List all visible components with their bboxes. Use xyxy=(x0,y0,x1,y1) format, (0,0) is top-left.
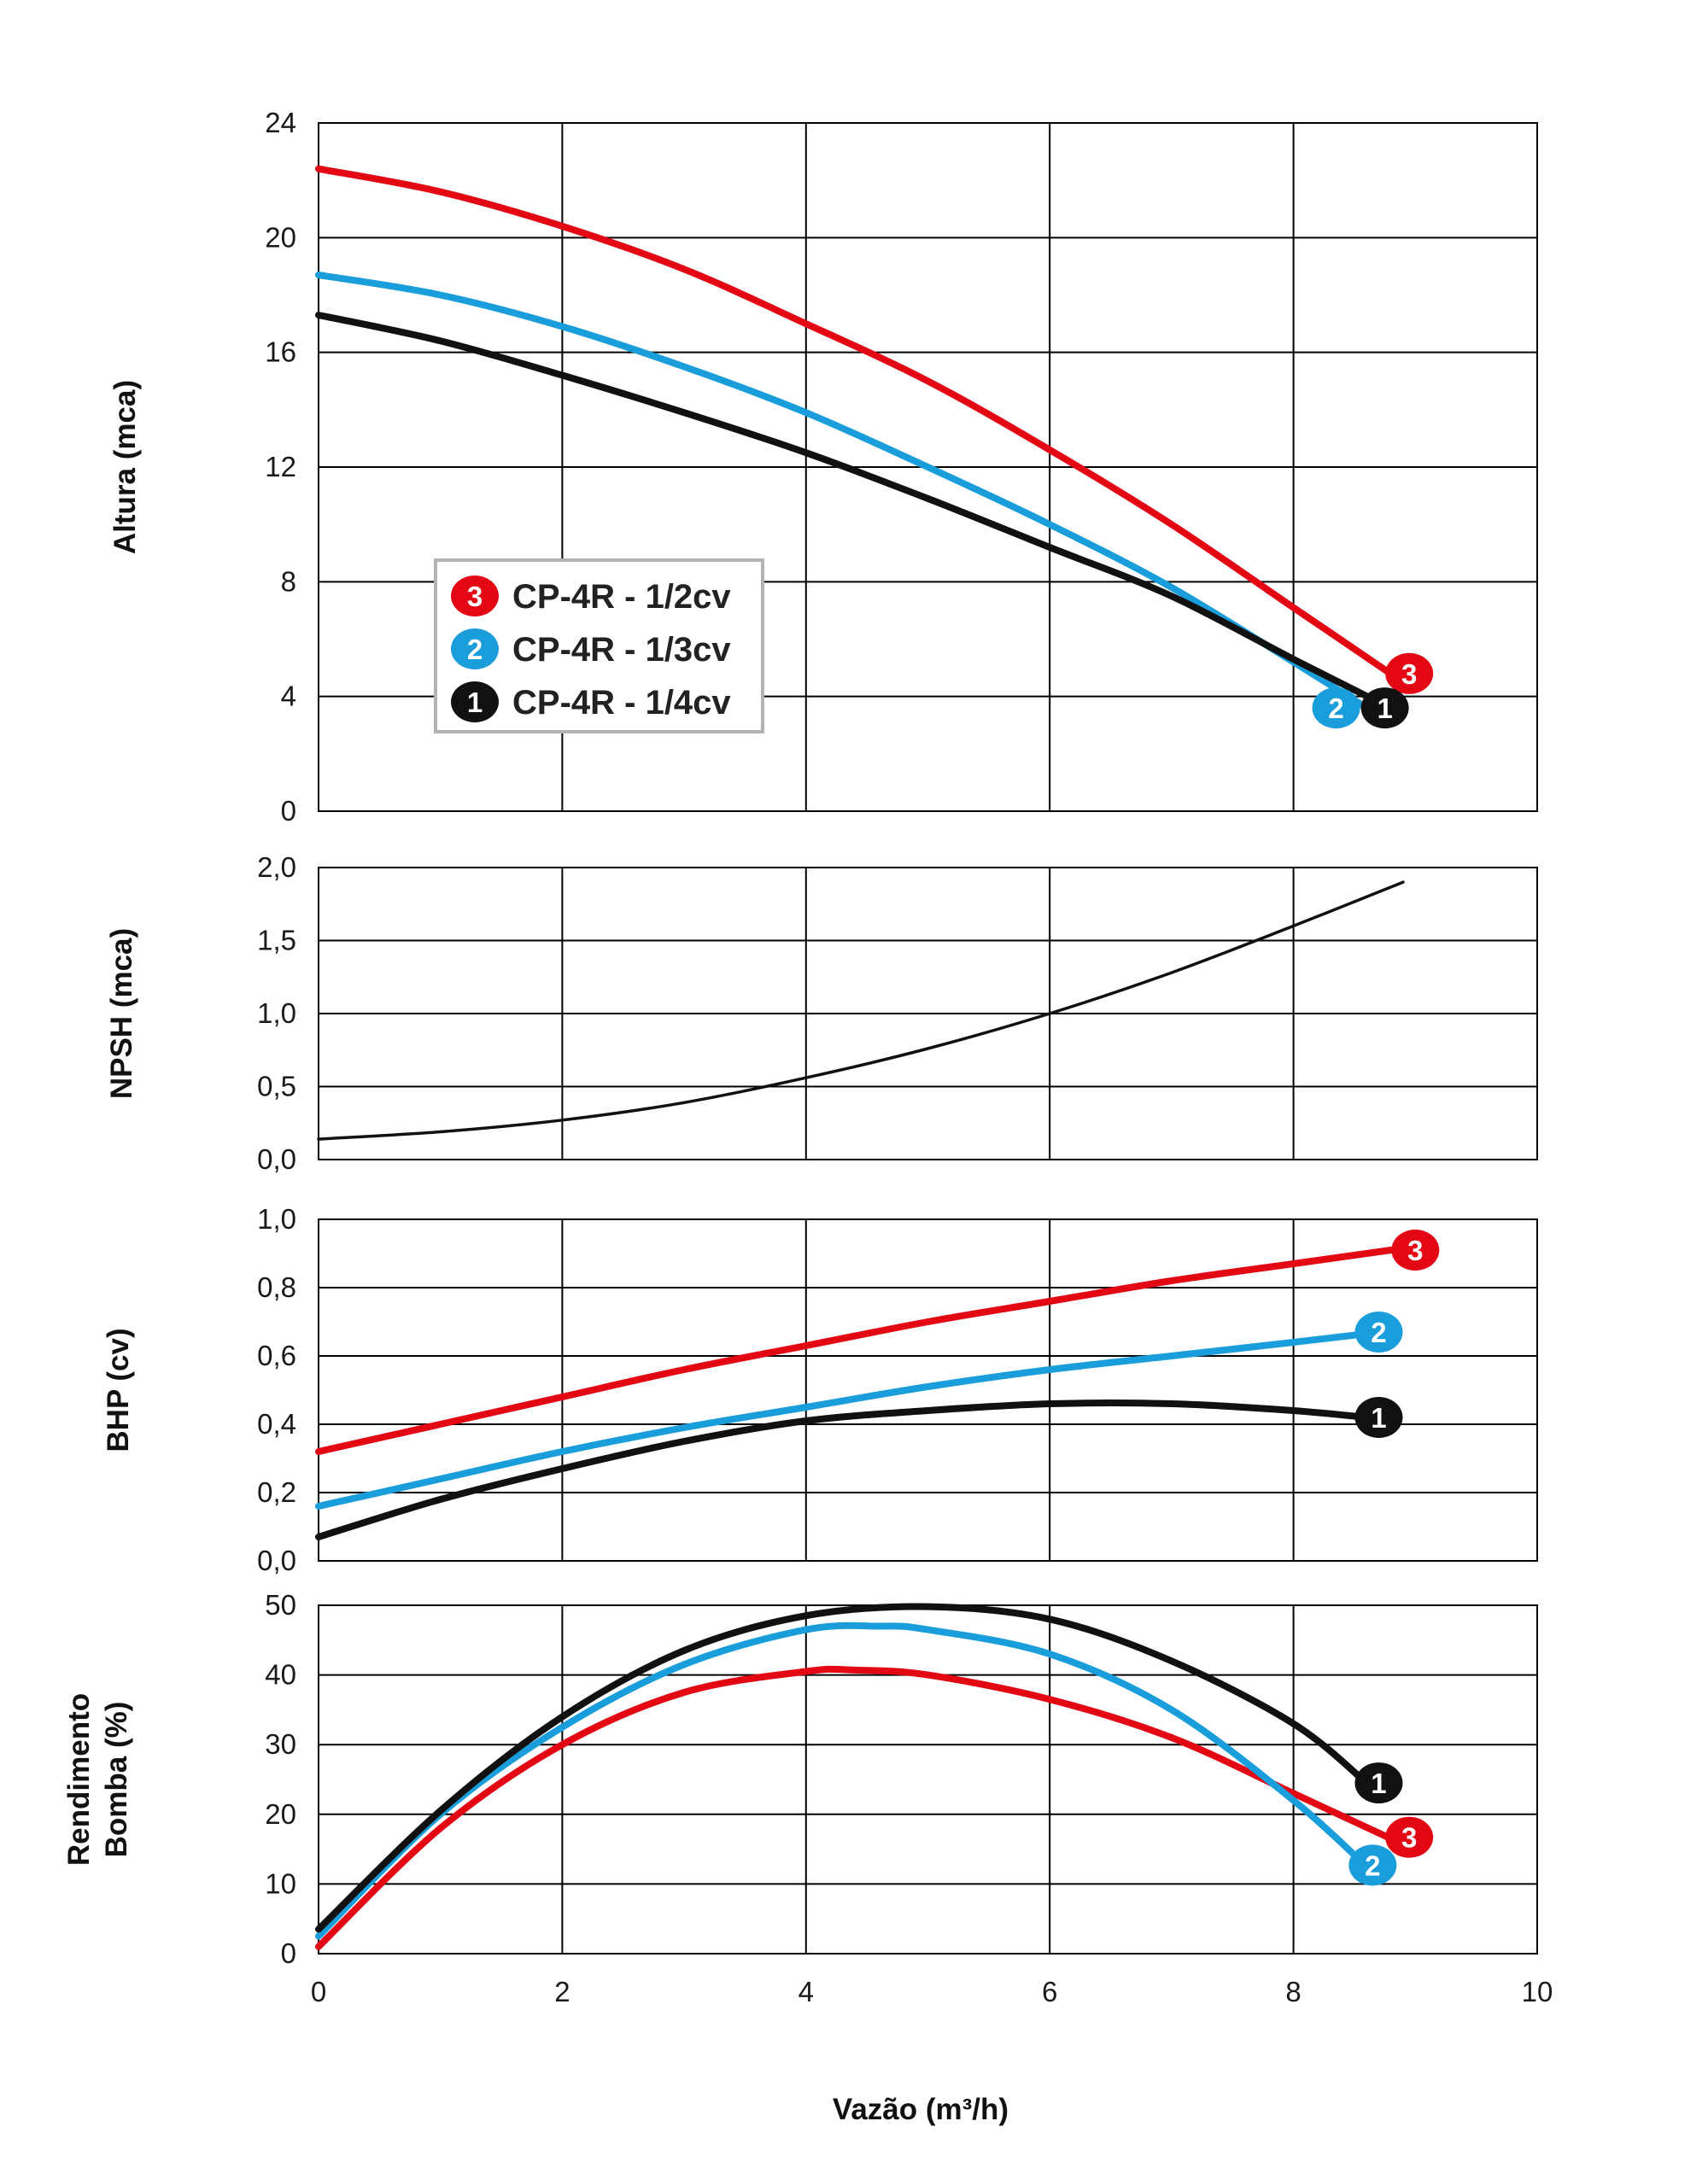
legend-entry-label: CP-4R - 1/3cv xyxy=(512,631,731,669)
y-tick-label: 0 xyxy=(281,795,296,827)
series-line-3 xyxy=(315,1247,1395,1455)
curve-badge-label: 1 xyxy=(1371,1402,1386,1434)
y-tick-label: 1,0 xyxy=(257,997,296,1029)
legend-badge-label: 2 xyxy=(467,634,483,665)
y-tick-label: 1,0 xyxy=(257,1203,296,1235)
y-axis-title-line: Bomba (%) xyxy=(100,1702,133,1858)
y-tick-label: 10 xyxy=(265,1867,296,1899)
y-axis-title-line: Altura (mca) xyxy=(108,380,142,554)
y-tick-label: 12 xyxy=(265,451,296,482)
y-tick-label: 20 xyxy=(265,221,296,253)
y-tick-label: 0,4 xyxy=(257,1408,296,1440)
curve-badge-1 xyxy=(1354,1762,1403,1804)
legend-entry-label: CP-4R - 1/2cv xyxy=(512,578,731,616)
curve-badge-label: 3 xyxy=(1401,658,1417,690)
legend-badge-label: 1 xyxy=(467,687,483,718)
curve-badge-3 xyxy=(1385,652,1434,694)
series-line-2 xyxy=(315,1622,1371,1940)
y-tick-label: 0,8 xyxy=(257,1271,296,1303)
legend-badge-label: 3 xyxy=(467,581,483,612)
plot-frame xyxy=(318,867,1538,1160)
legend: 3 CP-4R - 1/2cv 2 CP-4R - 1/3cv 1 CP-4R - 1/4… xyxy=(434,558,764,733)
plot-frame xyxy=(318,122,1538,812)
y-tick-label: 2,0 xyxy=(257,851,296,883)
curve-badge-2 xyxy=(1348,1844,1397,1886)
curve-badge-1 xyxy=(1354,1397,1403,1438)
curve-badge-2 xyxy=(1312,687,1360,729)
series-line-3 xyxy=(315,1665,1395,1950)
curve-badge-2 xyxy=(1354,1312,1403,1353)
y-tick-label: 30 xyxy=(265,1728,296,1760)
y-tick-label: 20 xyxy=(265,1798,296,1830)
legend-badge-3 xyxy=(451,576,499,616)
curve-badge-label: 2 xyxy=(1328,692,1343,724)
y-tick-label: 4 xyxy=(281,681,296,712)
series-line-1 xyxy=(315,312,1383,706)
curve-badge-label: 1 xyxy=(1371,1768,1386,1799)
series-line xyxy=(317,880,1405,1141)
curve-badge-1 xyxy=(1360,687,1409,729)
curve-badge-label: 1 xyxy=(1377,692,1392,724)
y-tick-label: 0,6 xyxy=(257,1340,296,1371)
y-tick-label: 0,2 xyxy=(257,1476,296,1508)
y-tick-label: 40 xyxy=(265,1659,296,1691)
y-tick-label: 24 xyxy=(265,107,296,138)
x-tick-label: 0 xyxy=(311,1976,326,2007)
y-axis-title: Rendimento Bomba (%) xyxy=(62,1693,133,1866)
curve-badge-label: 3 xyxy=(1407,1235,1423,1266)
y-tick-label: 8 xyxy=(281,565,296,597)
series-line-2 xyxy=(315,272,1371,712)
curve-badge-3 xyxy=(1385,1816,1434,1858)
legend-badge-2 xyxy=(451,628,499,669)
y-tick-label: 0,0 xyxy=(257,1545,296,1576)
series-line-2 xyxy=(315,1330,1371,1510)
legend-badge-1 xyxy=(451,681,499,722)
legend-entry-label: CP-4R - 1/4cv xyxy=(512,684,731,722)
x-axis-title: Vazão (m³/h) xyxy=(833,2093,1009,2126)
y-axis-title: NPSH (mca) xyxy=(105,928,138,1099)
series-line-3 xyxy=(315,165,1407,686)
x-tick-label: 10 xyxy=(1522,1976,1553,2007)
y-axis-title-line: BHP (cv) xyxy=(102,1328,135,1452)
curve-badge-3 xyxy=(1391,1230,1440,1271)
series-line-1 xyxy=(315,1399,1371,1540)
series-line-1 xyxy=(315,1603,1371,1933)
y-axis-title-line: Rendimento xyxy=(62,1693,96,1866)
y-axis-title-line: NPSH (mca) xyxy=(105,928,138,1099)
curve-badge-label: 2 xyxy=(1371,1317,1386,1348)
x-tick-label: 8 xyxy=(1285,1976,1301,2007)
y-tick-label: 50 xyxy=(265,1589,296,1621)
y-tick-label: 0 xyxy=(281,1937,296,1969)
x-tick-label: 2 xyxy=(554,1976,570,2007)
curve-badge-label: 2 xyxy=(1365,1849,1380,1881)
y-tick-label: 16 xyxy=(265,336,296,368)
y-axis-title: BHP (cv) xyxy=(102,1328,135,1452)
y-tick-label: 0,0 xyxy=(257,1143,296,1175)
y-tick-label: 0,5 xyxy=(257,1071,296,1102)
plot-frame xyxy=(318,1218,1538,1562)
y-axis-title: Altura (mca) xyxy=(108,380,142,554)
x-tick-label: 6 xyxy=(1042,1976,1057,2007)
curve-badge-label: 3 xyxy=(1401,1822,1417,1854)
x-tick-label: 4 xyxy=(798,1976,814,2007)
y-tick-label: 1,5 xyxy=(257,925,296,956)
